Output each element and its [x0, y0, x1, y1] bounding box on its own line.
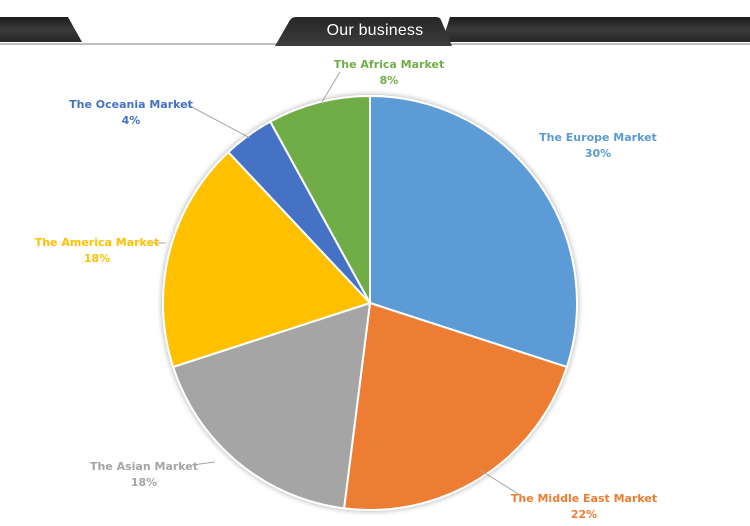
slice-label: The Asian Market [90, 460, 198, 473]
slice-value-label: 18% [131, 476, 157, 489]
leader-line [321, 71, 341, 103]
slice-value-label: 18% [84, 252, 110, 265]
slice-value-label: 22% [571, 508, 597, 521]
slice-label: The Europe Market [539, 131, 657, 144]
pie-slice-the-middle-east-market [342, 301, 569, 511]
header-bar [0, 0, 750, 50]
slice-label: The Africa Market [334, 58, 444, 71]
slice-value-label: 8% [380, 74, 399, 87]
slice-value-label: 4% [122, 114, 141, 127]
header-bar-shape [0, 17, 750, 46]
leader-line [185, 104, 251, 139]
leader-line [479, 469, 521, 496]
pie-slice-the-america-market [162, 150, 372, 369]
pie-slice-the-europe-market [369, 94, 578, 369]
pie-slice-the-asian-market [171, 301, 372, 510]
page-title: Our business [326, 22, 424, 39]
slice-label: The America Market [35, 236, 160, 249]
slice-label: The Middle East Market [511, 492, 657, 505]
pie-slice-the-africa-market [268, 94, 371, 304]
leader-line [191, 461, 216, 466]
slice-label: The Oceania Market [69, 98, 193, 111]
slice-value-label: 30% [585, 147, 611, 160]
